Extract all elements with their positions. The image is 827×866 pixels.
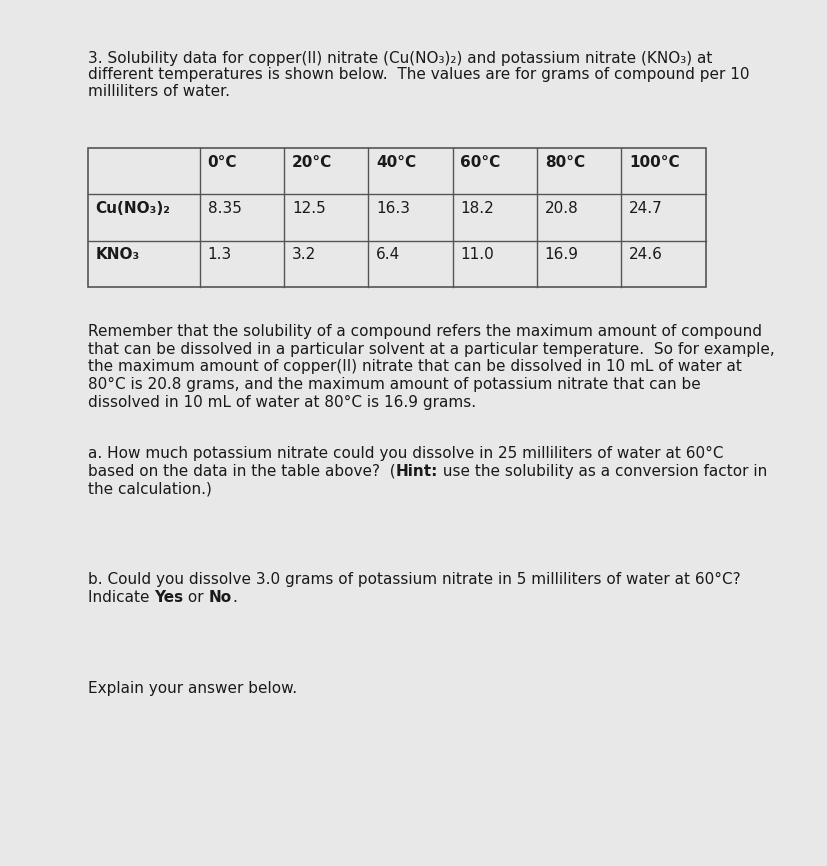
- Text: 12.5: 12.5: [292, 201, 326, 216]
- Text: 0°C: 0°C: [208, 155, 237, 170]
- Text: 24.6: 24.6: [629, 247, 662, 262]
- Text: a. How much potassium nitrate could you dissolve in 25 milliliters of water at 6: a. How much potassium nitrate could you …: [88, 446, 724, 461]
- Text: that can be dissolved in a particular solvent at a particular temperature.  So f: that can be dissolved in a particular so…: [88, 342, 775, 357]
- Text: 40°C: 40°C: [376, 155, 416, 170]
- Text: 60°C: 60°C: [461, 155, 500, 170]
- Text: 3.2: 3.2: [292, 247, 316, 262]
- Text: 8.35: 8.35: [208, 201, 241, 216]
- Text: 20.8: 20.8: [545, 201, 578, 216]
- Text: dissolved in 10 mL of water at 80°C is 16.9 grams.: dissolved in 10 mL of water at 80°C is 1…: [88, 395, 476, 410]
- Text: b. Could you dissolve 3.0 grams of potassium nitrate in 5 milliliters of water a: b. Could you dissolve 3.0 grams of potas…: [88, 572, 740, 587]
- Text: Hint:: Hint:: [395, 463, 438, 479]
- Text: different temperatures is shown below.  The values are for grams of compound per: different temperatures is shown below. T…: [88, 68, 749, 82]
- Text: KNO₃: KNO₃: [96, 247, 140, 262]
- Text: 1.3: 1.3: [208, 247, 232, 262]
- Text: Cu(NO₃)₂: Cu(NO₃)₂: [96, 201, 170, 216]
- Text: Explain your answer below.: Explain your answer below.: [88, 681, 297, 695]
- Text: 16.9: 16.9: [545, 247, 579, 262]
- Text: No: No: [209, 590, 232, 605]
- Text: 100°C: 100°C: [629, 155, 680, 170]
- Text: 24.7: 24.7: [629, 201, 662, 216]
- Text: 6.4: 6.4: [376, 247, 400, 262]
- Text: 18.2: 18.2: [461, 201, 495, 216]
- Text: 3. Solubility data for copper(II) nitrate (Cu(NO₃)₂) and potassium nitrate (KNO₃: 3. Solubility data for copper(II) nitrat…: [88, 50, 712, 66]
- Bar: [88, 148, 705, 287]
- Text: Remember that the solubility of a compound refers the maximum amount of compound: Remember that the solubility of a compou…: [88, 324, 762, 339]
- Text: .: .: [232, 590, 237, 605]
- Text: 20°C: 20°C: [292, 155, 332, 170]
- Text: Indicate: Indicate: [88, 590, 155, 605]
- Text: milliliters of water.: milliliters of water.: [88, 84, 230, 100]
- Text: or: or: [184, 590, 209, 605]
- Text: 11.0: 11.0: [461, 247, 495, 262]
- Text: 16.3: 16.3: [376, 201, 410, 216]
- Text: Yes: Yes: [155, 590, 184, 605]
- Text: the calculation.): the calculation.): [88, 481, 212, 496]
- Text: use the solubility as a conversion factor in: use the solubility as a conversion facto…: [438, 463, 767, 479]
- Text: 80°C: 80°C: [545, 155, 585, 170]
- Text: the maximum amount of copper(II) nitrate that can be dissolved in 10 mL of water: the maximum amount of copper(II) nitrate…: [88, 359, 742, 374]
- Text: 80°C is 20.8 grams, and the maximum amount of potassium nitrate that can be: 80°C is 20.8 grams, and the maximum amou…: [88, 378, 700, 392]
- Text: based on the data in the table above?  (: based on the data in the table above? (: [88, 463, 395, 479]
